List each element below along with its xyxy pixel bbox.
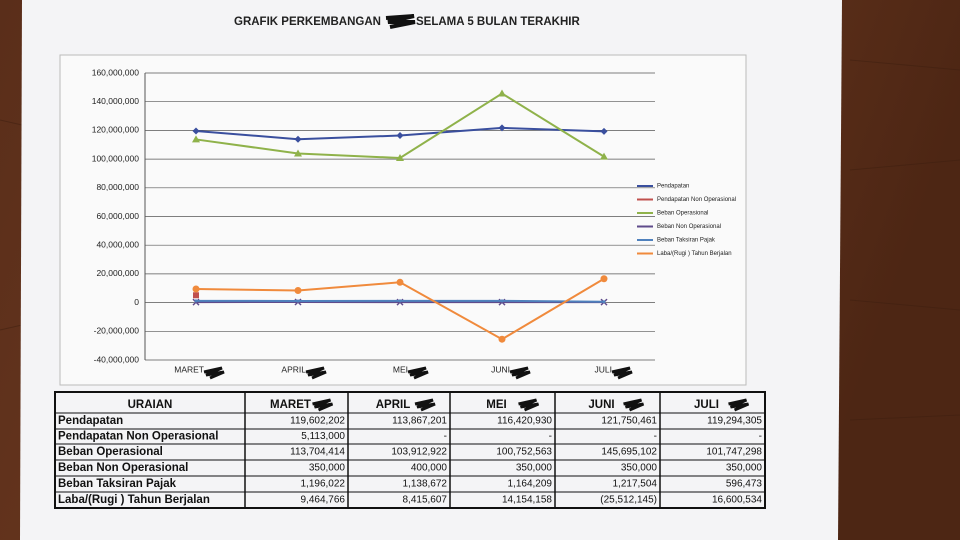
y-tick-label: 60,000,000 [96, 211, 139, 221]
legend-label: Pendapatan [657, 184, 689, 190]
x-tick-label: JULI [595, 364, 612, 374]
legend-label: Pendapatan Non Operasional [657, 197, 736, 203]
cell-value: (25,512,145) [600, 495, 657, 506]
cell-value: 400,000 [411, 463, 448, 474]
cell-value: 119,602,202 [290, 416, 345, 427]
cell-value: 121,750,461 [601, 416, 657, 427]
x-tick-label: APRIL [281, 364, 306, 374]
row-label: Beban Operasional [58, 446, 163, 458]
row-label: Laba/(Rugi ) Tahun Berjalan [58, 494, 210, 506]
marker [195, 299, 198, 302]
chart-frame [60, 55, 746, 385]
cell-value: 16,600,534 [712, 495, 762, 506]
cell-value: 1,138,672 [403, 479, 448, 490]
row-label: Pendapatan [58, 415, 123, 427]
x-tick-label: MARET [174, 364, 204, 374]
cell-value: 350,000 [621, 463, 658, 474]
marker [193, 292, 199, 298]
legend-label: Beban Non Operasional [657, 224, 721, 230]
y-tick-label: -40,000,000 [94, 354, 140, 364]
cell-value: 596,473 [726, 479, 763, 490]
y-tick-label: -20,000,000 [94, 326, 140, 336]
marker [193, 286, 200, 293]
cell-value: 119,294,305 [707, 416, 762, 427]
cell-value: 113,867,201 [392, 416, 447, 427]
y-tick-label: 140,000,000 [92, 96, 140, 106]
cell-value: 1,196,022 [301, 479, 346, 490]
x-tick-label: JUNI [491, 364, 510, 374]
y-tick-label: 40,000,000 [96, 239, 139, 249]
cell-value: 350,000 [309, 463, 346, 474]
y-tick-label: 120,000,000 [92, 125, 140, 135]
table-header: URAIAN [128, 399, 173, 411]
marker [501, 299, 504, 302]
marker [499, 336, 506, 343]
cell-value: 101,747,298 [706, 447, 762, 458]
table-header: JULI [694, 399, 719, 411]
marker [601, 275, 608, 282]
table-header: APRIL [376, 399, 411, 411]
cell-value: - [444, 431, 447, 442]
marker [397, 279, 404, 286]
cell-value: 9,464,766 [301, 495, 346, 506]
cell-value: 8,415,607 [403, 495, 448, 506]
legend-label: Beban Operasional [657, 211, 708, 217]
marker [399, 299, 402, 302]
y-tick-label: 100,000,000 [92, 153, 140, 163]
table-header: MEI [486, 399, 506, 411]
cell-value: 1,164,209 [508, 479, 553, 490]
legend-label: Laba/(Rugi ) Tahun Berjalan [657, 251, 732, 257]
y-tick-label: 20,000,000 [96, 268, 139, 278]
row-label: Beban Non Operasional [58, 462, 188, 474]
cell-value: 350,000 [516, 463, 553, 474]
marker [295, 287, 302, 294]
cell-value: 5,113,000 [301, 431, 345, 442]
y-tick-label: 0 [134, 297, 139, 307]
chart-title: GRAFIK PERKEMBANGAN [234, 16, 381, 28]
cell-value: 100,752,563 [496, 447, 552, 458]
marker [297, 299, 300, 302]
marker [603, 300, 606, 303]
cell-value: 113,704,414 [290, 447, 345, 458]
y-tick-label: 160,000,000 [92, 67, 140, 77]
table-header: JUNI [588, 399, 614, 411]
cell-value: 145,695,102 [601, 447, 657, 458]
cell-value: - [549, 431, 552, 442]
x-tick-label: MEI [393, 364, 408, 374]
cell-value: 116,420,930 [497, 416, 552, 427]
cell-value: 1,217,504 [613, 479, 658, 490]
table-header: MARET [270, 399, 311, 411]
cell-value: 103,912,922 [391, 447, 447, 458]
row-label: Beban Taksiran Pajak [58, 478, 177, 490]
chart-title: SELAMA 5 BULAN TERAKHIR [416, 16, 580, 28]
cell-value: 350,000 [726, 463, 763, 474]
cell-value: - [654, 431, 657, 442]
cell-value: 14,154,158 [502, 495, 552, 506]
row-label: Pendapatan Non Operasional [58, 431, 218, 443]
y-tick-label: 80,000,000 [96, 182, 139, 192]
legend-label: Beban Taksiran Pajak [657, 238, 716, 244]
cell-value: - [759, 431, 762, 442]
